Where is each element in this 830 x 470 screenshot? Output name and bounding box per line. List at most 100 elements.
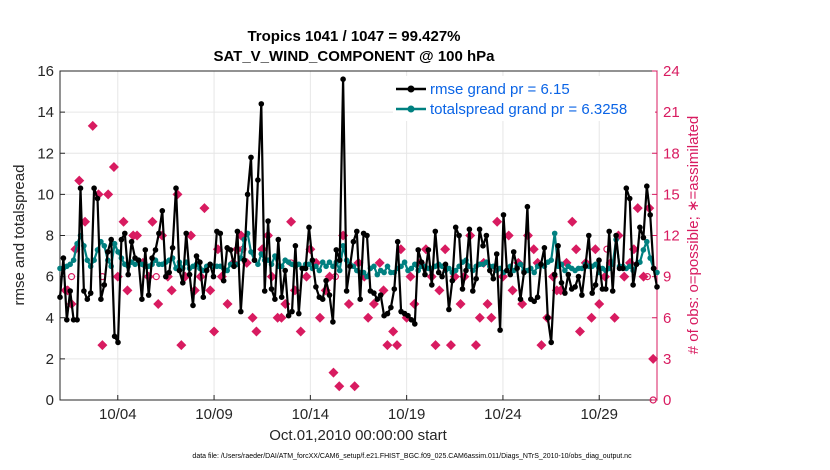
obs-assimilated-point bbox=[166, 285, 177, 296]
rmse-point bbox=[582, 263, 589, 270]
rmse-point bbox=[145, 292, 152, 298]
rmse-point bbox=[183, 230, 189, 237]
rmse-point bbox=[343, 288, 350, 294]
rmse-point bbox=[459, 286, 466, 292]
rmse-point bbox=[558, 280, 565, 286]
totalspread-point bbox=[132, 261, 138, 268]
obs-assimilated-point bbox=[382, 340, 393, 351]
rmse-point bbox=[439, 273, 445, 280]
rmse-point bbox=[470, 288, 476, 294]
rmse-point bbox=[115, 339, 121, 346]
rmse-point bbox=[531, 298, 537, 305]
rmse-point bbox=[197, 259, 203, 266]
rmse-point bbox=[193, 253, 200, 259]
rmse-point bbox=[87, 290, 94, 296]
obs-assimilated-point bbox=[209, 326, 220, 337]
y2-tick-label: 24 bbox=[663, 63, 680, 80]
rmse-point bbox=[118, 236, 125, 243]
totalspread-point bbox=[248, 249, 254, 255]
rmse-point bbox=[415, 247, 422, 253]
obs-assimilated-point bbox=[440, 244, 451, 255]
rmse-point bbox=[442, 261, 449, 268]
totalspread-point bbox=[319, 259, 326, 266]
rmse-point bbox=[592, 282, 599, 288]
totalspread-point bbox=[340, 243, 346, 249]
rmse-point bbox=[340, 76, 346, 82]
rmse-point bbox=[330, 319, 336, 325]
rmse-point bbox=[231, 263, 237, 270]
rmse-line bbox=[58, 78, 659, 344]
totalspread-point bbox=[647, 255, 653, 261]
legend-spread-marker bbox=[407, 105, 415, 113]
rmse-point bbox=[227, 247, 234, 253]
rmse-point bbox=[220, 277, 227, 284]
obs-assimilated-series bbox=[60, 120, 659, 392]
rmse-point bbox=[504, 267, 510, 274]
rmse-point bbox=[466, 226, 473, 233]
totalspread-point bbox=[313, 263, 319, 270]
obs-possible-point bbox=[152, 273, 160, 281]
rmse-point bbox=[125, 271, 131, 278]
rmse-point bbox=[101, 282, 108, 288]
totalspread-point bbox=[316, 267, 323, 274]
rmse-point bbox=[94, 195, 101, 202]
rmse-point bbox=[647, 212, 653, 218]
totalspread-point bbox=[111, 240, 118, 247]
rmse-point bbox=[606, 228, 612, 235]
totalspread-point bbox=[67, 261, 73, 268]
obs-assimilated-point bbox=[434, 285, 445, 296]
obs-assimilated-point bbox=[118, 216, 129, 227]
y2-tick-label: 18 bbox=[663, 145, 680, 162]
rmse-point bbox=[77, 185, 84, 191]
rmse-point bbox=[452, 224, 459, 231]
rmse-point bbox=[483, 232, 490, 239]
rmse-point bbox=[545, 315, 551, 321]
obs-assimilated-point bbox=[536, 340, 547, 351]
rmse-point bbox=[135, 257, 142, 264]
obs-possible-point bbox=[129, 231, 137, 240]
rmse-point bbox=[623, 185, 630, 191]
obs-assimilated-point bbox=[503, 230, 514, 241]
rmse-point bbox=[248, 154, 254, 161]
obs-assimilated-point bbox=[363, 312, 374, 323]
rmse-point bbox=[289, 308, 295, 315]
y-tick-label: 12 bbox=[37, 145, 54, 162]
rmse-point bbox=[555, 243, 561, 249]
rmse-point bbox=[425, 247, 432, 253]
totalspread-point bbox=[258, 251, 265, 257]
y2-tick-label: 12 bbox=[663, 228, 680, 245]
obs-possible-point bbox=[643, 273, 651, 281]
obs-assimilated-point bbox=[343, 299, 354, 310]
rmse-point bbox=[122, 230, 128, 237]
totalspread-point bbox=[336, 267, 343, 274]
obs-possible-point bbox=[67, 273, 76, 281]
x-axis-label: Oct.01,2010 00:00:00 start bbox=[269, 427, 447, 444]
y-axis-label: rmse and totalspread bbox=[11, 165, 28, 306]
totalspread-point bbox=[384, 263, 391, 270]
rmse-point bbox=[384, 310, 391, 317]
rmse-point bbox=[323, 277, 329, 284]
totalspread-point bbox=[592, 261, 599, 268]
obs-assimilated-point bbox=[632, 203, 643, 214]
rmse-point bbox=[644, 183, 650, 189]
rmse-point bbox=[654, 284, 660, 290]
rmse-point bbox=[74, 317, 80, 323]
totalspread-point bbox=[401, 259, 408, 266]
obs-possible-point bbox=[649, 396, 657, 404]
totalspread-point bbox=[626, 263, 633, 270]
rmse-point bbox=[432, 228, 439, 235]
rmse-point bbox=[514, 265, 520, 272]
rmse-point bbox=[640, 234, 647, 241]
obs-assimilated-point bbox=[586, 312, 597, 323]
rmse-point bbox=[613, 232, 619, 239]
rmse-point bbox=[64, 317, 70, 323]
obs-assimilated-point bbox=[147, 216, 158, 227]
obs-assimilated-point bbox=[286, 216, 297, 227]
rmse-point bbox=[521, 269, 527, 276]
rmse-point bbox=[302, 265, 309, 272]
rmse-point bbox=[374, 296, 381, 303]
totalspread-point bbox=[101, 243, 108, 249]
rmse-point bbox=[234, 228, 241, 235]
rmse-point bbox=[500, 212, 507, 218]
totalspread-point bbox=[371, 263, 377, 270]
